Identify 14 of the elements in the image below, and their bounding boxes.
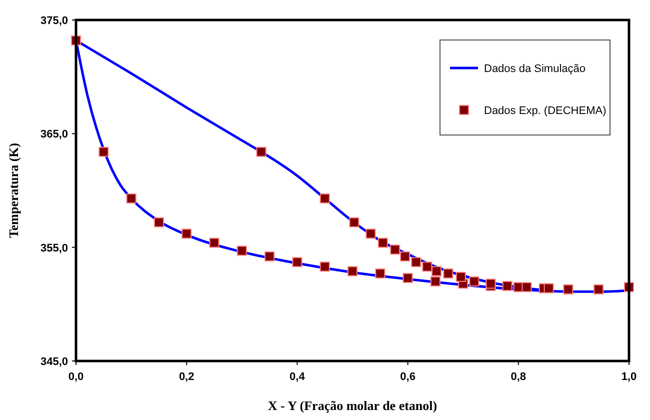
x-tick-label: 0,2 bbox=[178, 371, 194, 383]
x-tick-label: 0,6 bbox=[400, 371, 416, 383]
legend-label: Dados da Simulação bbox=[484, 63, 586, 75]
x-axis-title: X - Y (Fração molar de etanol) bbox=[268, 398, 438, 413]
y-tick-label: 345,0 bbox=[40, 356, 68, 368]
y-axis-title: Temperatura (K) bbox=[6, 142, 21, 238]
x-tick-label: 0,0 bbox=[68, 371, 84, 383]
y-tick-label: 365,0 bbox=[40, 128, 68, 141]
y-tick-label: 355,0 bbox=[40, 242, 68, 254]
x-tick-label: 1,0 bbox=[621, 371, 637, 383]
x-tick-label: 0,8 bbox=[510, 371, 526, 383]
y-tick-label: 375,0 bbox=[40, 15, 68, 27]
legend-label: Dados Exp. (DECHEMA) bbox=[484, 105, 606, 117]
x-tick-label: 0,4 bbox=[290, 371, 306, 383]
